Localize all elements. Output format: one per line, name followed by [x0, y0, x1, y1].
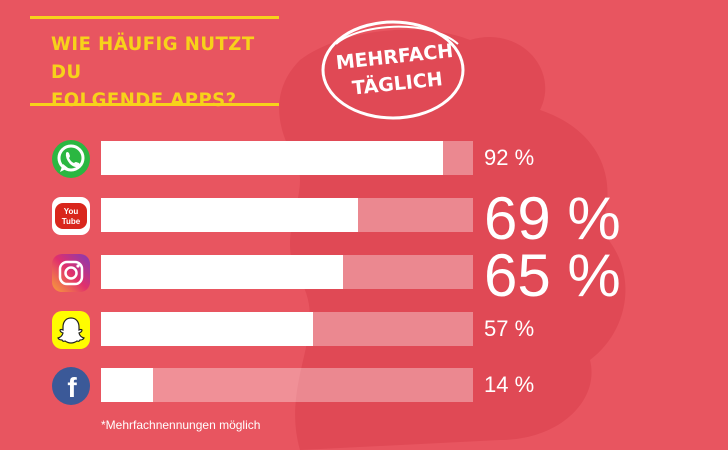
svg-text:f: f: [67, 372, 77, 403]
svg-text:Tube: Tube: [62, 217, 81, 226]
bar-row: 65 %: [0, 242, 728, 309]
instagram-icon: [52, 254, 90, 292]
badge-circle: [321, 20, 465, 120]
snapchat-icon: [52, 311, 90, 349]
bar: [101, 198, 358, 232]
data-label: 65 %: [484, 242, 621, 309]
bar-track: [101, 368, 473, 402]
bar: [101, 368, 154, 402]
title-top-rule: [30, 16, 279, 19]
bar-row: 57 %: [0, 309, 728, 353]
title-bottom-rule: [30, 103, 279, 106]
data-label: 14 %: [484, 372, 535, 397]
data-label: 92 %: [484, 145, 535, 170]
data-label: 69 %: [484, 185, 621, 252]
bar-row: f 14 %: [0, 365, 728, 409]
bar-track: [101, 312, 473, 346]
data-label: 57 %: [484, 316, 535, 341]
svg-text:You: You: [64, 207, 79, 216]
bar: [101, 255, 343, 289]
chart-title: WIE HÄUFIG NUTZT DU FOLGENDE APPS?: [51, 30, 289, 114]
title-line-2: FOLGENDE APPS?: [51, 89, 237, 111]
bar-track: [101, 198, 473, 232]
title-line-1: WIE HÄUFIG NUTZT DU: [51, 33, 255, 83]
facebook-icon: f: [52, 367, 90, 405]
footnote: *Mehrfachnennungen möglich: [101, 418, 261, 432]
bar-track: [101, 255, 473, 289]
bar-row: You Tube 69 %: [0, 185, 728, 252]
bar-track: [101, 141, 473, 175]
whatsapp-icon: [52, 140, 90, 178]
bar: [101, 312, 314, 346]
bar-row: 92 %: [0, 138, 728, 182]
bar: [101, 141, 444, 175]
